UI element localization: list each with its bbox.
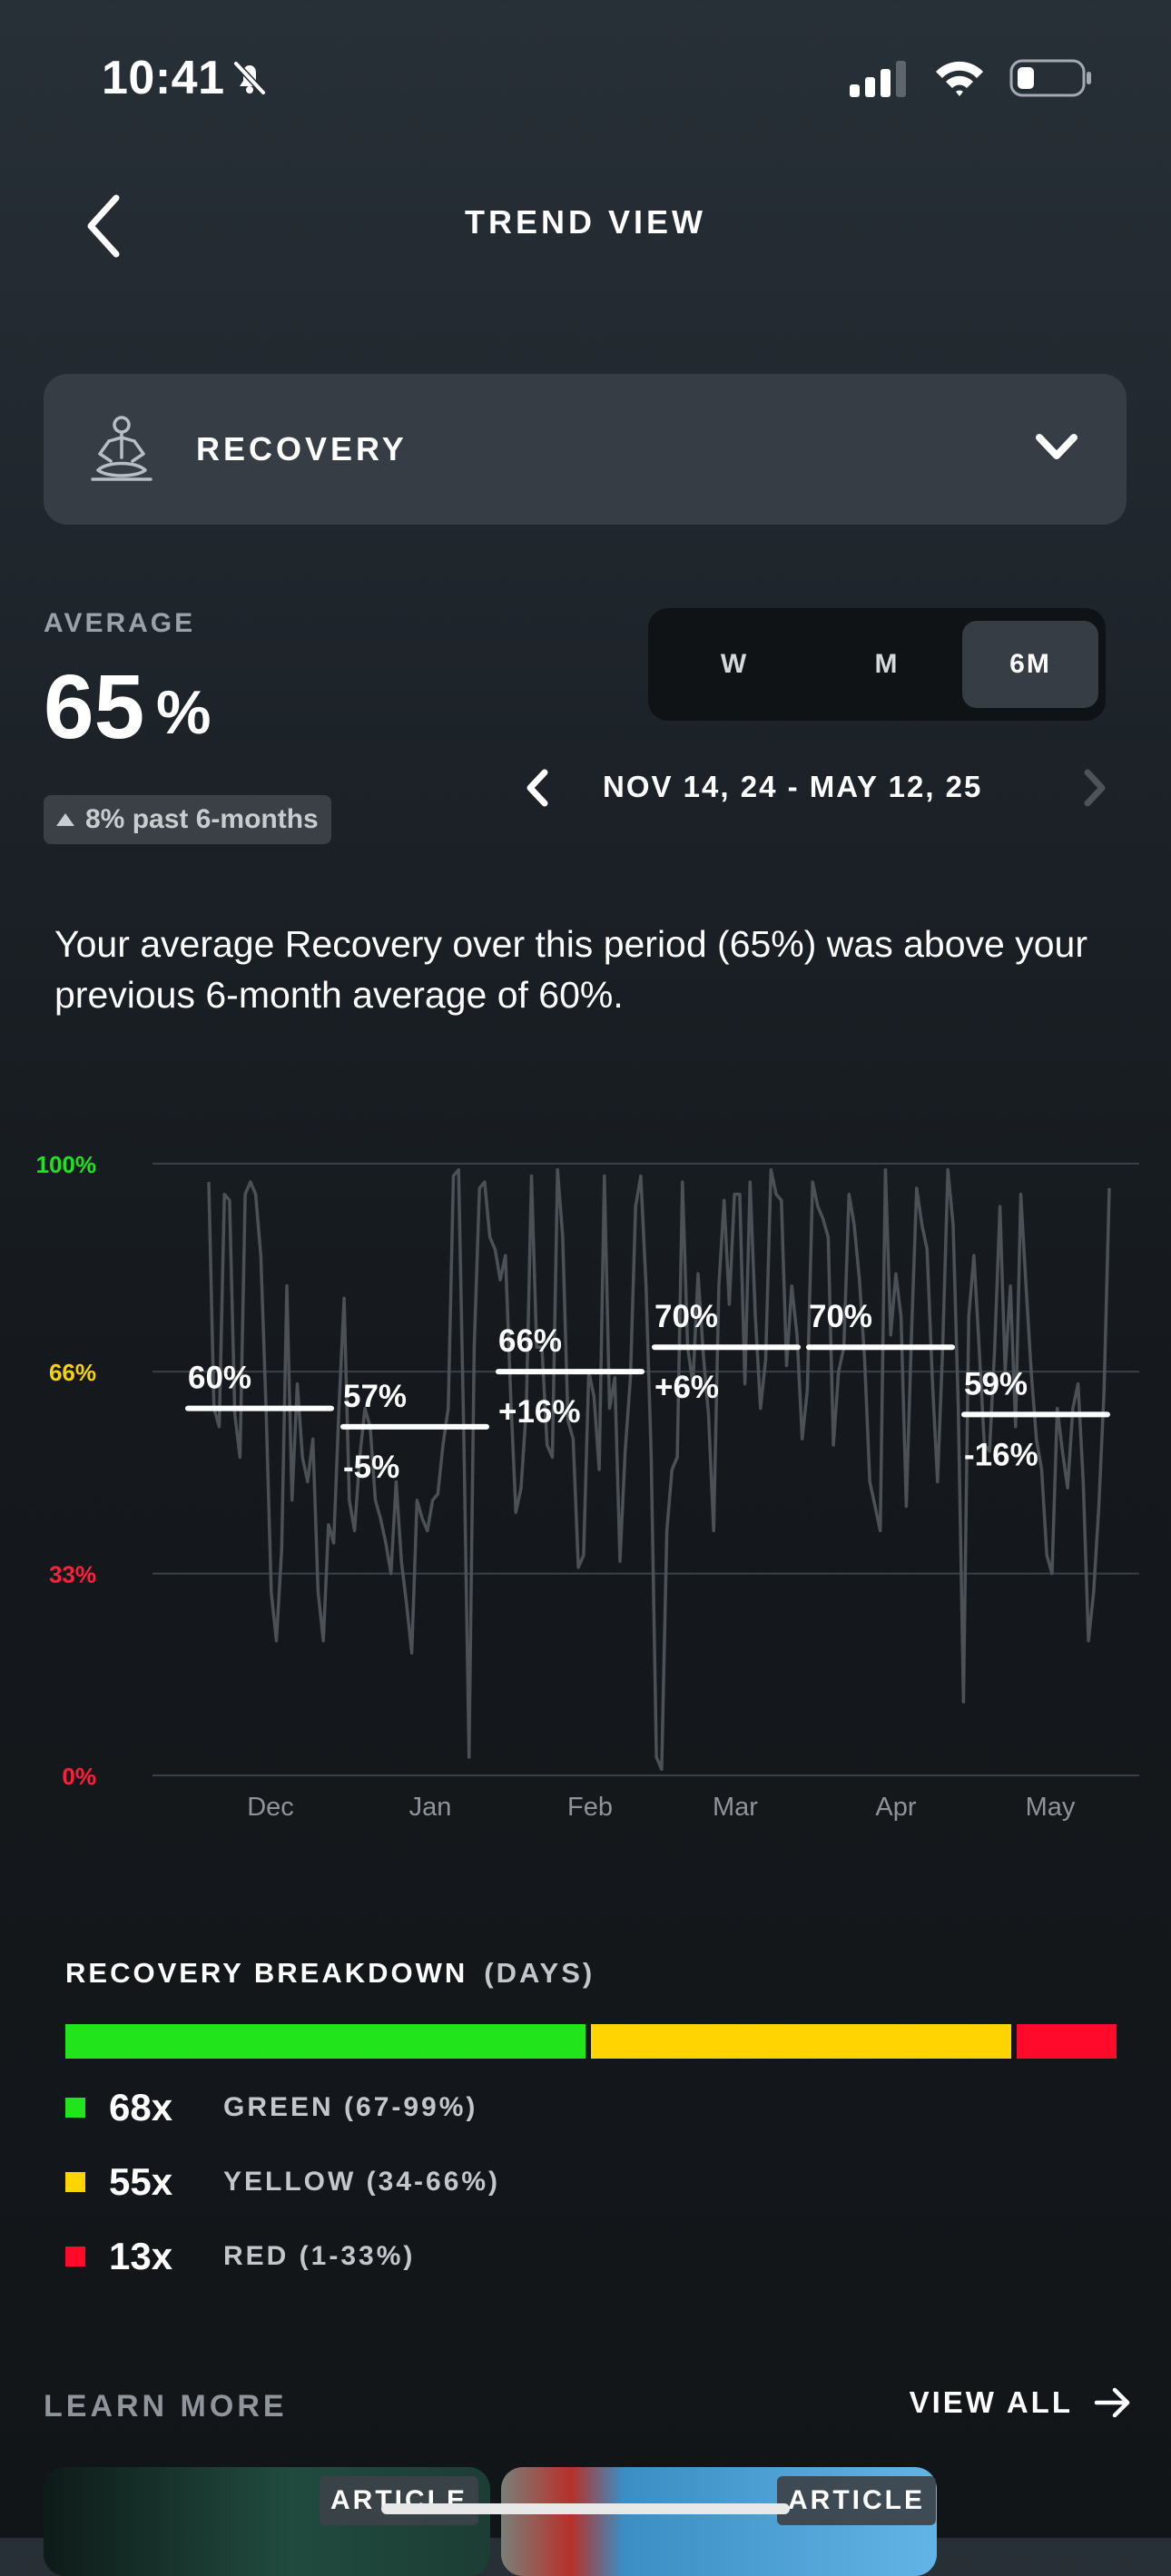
x-tick-label: May [1026, 1793, 1076, 1822]
view-all-link[interactable]: VIEW ALL [910, 2385, 1133, 2420]
previous-period-button[interactable] [523, 768, 552, 812]
yellow-label: YELLOW (34-66%) [223, 2167, 501, 2197]
monthly-change-label: +6% [654, 1370, 719, 1405]
breakdown-title-text: RECOVERY BREAKDOWN [65, 1957, 468, 1989]
yellow-count: 55x [109, 2160, 173, 2203]
monthly-change-label: -16% [964, 1437, 1038, 1472]
y-tick-label: 66% [49, 1359, 96, 1386]
chevron-down-icon [1034, 430, 1079, 467]
status-icons [850, 58, 1093, 98]
monthly-change-label: +16% [498, 1394, 581, 1430]
legend-row-red: 13x RED (1-33%) [65, 2229, 415, 2284]
chevron-left-icon [526, 769, 548, 807]
home-indicator [381, 2503, 790, 2514]
average-label: AVERAGE [44, 608, 196, 638]
date-range-label: NOV 14, 24 - MAY 12, 25 [603, 770, 983, 803]
breakdown-segment-green [65, 2024, 586, 2059]
meditation-icon [85, 414, 158, 489]
x-tick-label: Feb [567, 1793, 613, 1822]
monthly-average-label: 70% [809, 1299, 872, 1334]
x-tick-label: Jan [409, 1793, 452, 1822]
red-swatch [65, 2247, 85, 2266]
tab-6-months[interactable]: 6M [962, 621, 1098, 708]
monthly-average-label: 70% [654, 1299, 718, 1334]
red-label: RED (1-33%) [223, 2241, 416, 2271]
article-tag-1: ARTICLE [320, 2476, 478, 2525]
y-tick-label: 33% [49, 1561, 96, 1588]
battery-icon [1009, 59, 1091, 97]
metric-selector-dropdown[interactable]: RECOVERY [44, 374, 1127, 525]
monthly-average-label: 66% [498, 1323, 562, 1359]
silent-bell-icon [229, 56, 271, 103]
y-tick-label: 100% [36, 1151, 97, 1178]
x-tick-label: Mar [713, 1793, 758, 1822]
wifi-icon [936, 61, 983, 96]
daily-recovery-line [207, 1167, 1111, 1772]
yellow-swatch [65, 2172, 85, 2192]
y-tick-label: 0% [62, 1763, 96, 1790]
status-time: 10:41 [102, 52, 225, 104]
tab-week[interactable]: W [720, 649, 749, 679]
red-count: 13x [109, 2235, 173, 2277]
next-period-button[interactable] [1080, 768, 1109, 812]
arrow-right-icon [1094, 2387, 1130, 2418]
change-badge-text: 8% past 6-months [85, 804, 319, 834]
arrow-up-icon [56, 813, 74, 826]
monthly-average-label: 60% [188, 1361, 251, 1396]
monthly-average-label: 59% [964, 1366, 1028, 1401]
breakdown-bar [65, 2024, 1117, 2059]
recovery-trend-chart: 100% 66% 33% 0% Dec Jan Feb Mar Apr May 60% 57% -5% 6… [36, 1151, 1139, 1822]
x-tick-label: Dec [247, 1793, 294, 1822]
green-swatch [65, 2098, 85, 2118]
breakdown-title: RECOVERY BREAKDOWN (DAYS) [65, 1957, 595, 1990]
back-button[interactable] [84, 192, 123, 264]
chevron-right-icon [1084, 769, 1106, 807]
metric-selector-label: RECOVERY [196, 430, 408, 467]
average-value: 65 [44, 656, 145, 758]
range-tabs: W M 6M [648, 608, 1106, 721]
legend-row-green: 68x GREEN (67-99%) [65, 2080, 477, 2135]
green-count: 68x [109, 2086, 173, 2129]
breakdown-segment-yellow [591, 2024, 1012, 2059]
tab-month[interactable]: M [874, 649, 900, 679]
breakdown-subtitle: (DAYS) [484, 1957, 595, 1989]
learn-more-title: LEARN MORE [44, 2389, 288, 2424]
green-label: GREEN (67-99%) [223, 2092, 478, 2122]
x-tick-label: Apr [875, 1793, 916, 1822]
average-unit: % [156, 678, 212, 747]
chevron-left-icon [87, 194, 120, 258]
view-all-label: VIEW ALL [909, 2385, 1073, 2419]
breakdown-segment-red [1017, 2024, 1117, 2059]
summary-text: Your average Recovery over this period (… [54, 923, 1087, 1016]
legend-row-yellow: 55x YELLOW (34-66%) [65, 2155, 500, 2209]
change-badge: 8% past 6-months [44, 795, 331, 844]
monthly-change-label: -5% [343, 1450, 399, 1485]
cellular-signal-icon [850, 61, 906, 97]
article-tag-2: ARTICLE [777, 2476, 936, 2525]
monthly-average-label: 57% [343, 1379, 407, 1414]
page-title: TREND VIEW [464, 203, 706, 241]
